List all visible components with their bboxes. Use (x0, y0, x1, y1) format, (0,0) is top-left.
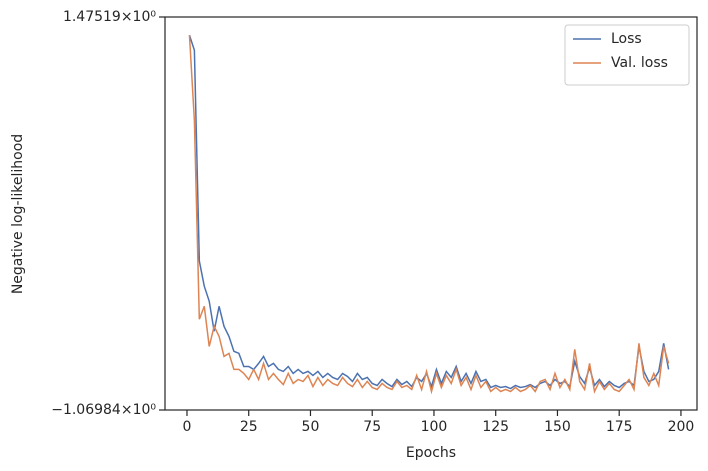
x-tick-label: 100 (421, 419, 448, 435)
legend-label: Val. loss (611, 55, 668, 71)
legend-box (564, 24, 690, 86)
x-tick-label: 200 (668, 419, 695, 435)
y-axis-label: Negative log-likelihood (10, 134, 26, 294)
y-tick-label: 1.47519×10⁰ (63, 9, 156, 25)
line-series (188, 35, 670, 395)
plot-frame (164, 16, 698, 411)
x-tick-label: 0 (183, 419, 192, 435)
x-tick-label: 25 (240, 419, 258, 435)
line-series (188, 34, 670, 390)
x-tick-label: 175 (606, 419, 633, 435)
y-tick-label: −1.06984×10⁰ (51, 402, 156, 418)
x-tick-label: 75 (363, 419, 381, 435)
x-tick-label: 150 (544, 419, 571, 435)
legend-label: Loss (611, 31, 642, 47)
x-tick-label: 125 (482, 419, 509, 435)
x-tick-label: 50 (302, 419, 320, 435)
x-axis-label: Epochs (406, 445, 456, 461)
